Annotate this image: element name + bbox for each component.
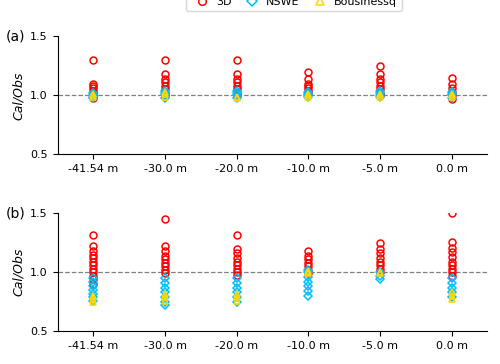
Legend: 3D, NSWE, Bousinessq: 3D, NSWE, Bousinessq (186, 0, 402, 11)
Text: (a): (a) (6, 29, 25, 43)
Y-axis label: Cal/Obs: Cal/Obs (12, 71, 24, 119)
Text: (b): (b) (6, 206, 25, 220)
Y-axis label: Cal/Obs: Cal/Obs (12, 248, 24, 296)
